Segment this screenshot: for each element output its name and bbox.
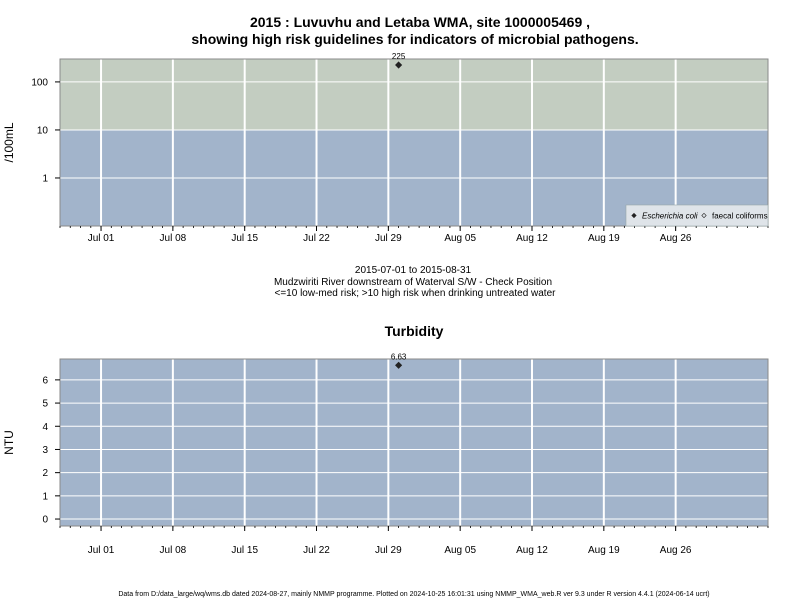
y-tick-label-5: 5 <box>42 399 48 410</box>
y-axis-label: /100mL <box>2 122 16 162</box>
y-tick-label-2: 2 <box>42 468 48 479</box>
legend-label-1: faecal coliforms <box>712 212 768 221</box>
x-tick-label-3: Jul 22 <box>303 545 330 556</box>
chart1-title-line2: showing high risk guidelines for indicat… <box>191 31 638 47</box>
plot-frame <box>59 58 769 227</box>
chart1-title-line1: 2015 : Luvuvhu and Letaba WMA, site 1000… <box>250 14 590 30</box>
y-tick-label-0: 0 <box>42 515 48 526</box>
x-tick-label-0: Jul 01 <box>88 545 115 556</box>
y-tick-label-6: 6 <box>42 375 48 386</box>
x-tick-label-5: Aug 05 <box>444 545 476 556</box>
y-axis-label: NTU <box>2 430 16 455</box>
x-tick-label-7: Aug 19 <box>588 545 620 556</box>
y-tick-label-1: 1 <box>42 491 48 502</box>
y-tick-label-3: 3 <box>42 445 48 456</box>
data-point-0-0 <box>395 61 403 69</box>
x-tick-label-7: Aug 19 <box>588 233 620 244</box>
data-label-0-0: 225 <box>392 52 406 61</box>
data-point-0-0 <box>395 361 403 369</box>
footer-note: Data from D:/data_large/wq/wms.db dated … <box>118 591 709 598</box>
x-tick-label-1: Jul 08 <box>160 233 187 244</box>
microbial-plot: Jul 01 Jul 08 Jul 15 Jul 22 Jul 29 Aug 05 Aug … <box>2 52 769 244</box>
plot-background <box>60 359 768 526</box>
legend-marker-0 <box>631 212 637 219</box>
x-tick-label-1: Jul 08 <box>160 545 187 556</box>
y-tick-label-2: 100 <box>31 77 48 88</box>
date-range: 2015-07-01 to 2015-08-31 <box>355 265 472 276</box>
x-tick-label-2: Jul 15 <box>231 545 258 556</box>
plot-frame <box>59 358 769 527</box>
x-tick-label-4: Jul 29 <box>375 545 402 556</box>
turbidity-plot: Jul 01 Jul 08 Jul 15 Jul 22 Jul 29 Aug 05 Aug … <box>2 352 769 556</box>
y-tick-label-4: 4 <box>42 422 48 433</box>
x-tick-label-4: Jul 29 <box>375 233 402 244</box>
chart2-title: Turbidity <box>385 323 444 339</box>
y-tick-label-0: 1 <box>42 173 48 184</box>
risk-guideline-note: <=10 low-med risk; >10 high risk when dr… <box>275 288 557 299</box>
legend-box <box>625 204 769 227</box>
x-tick-label-0: Jul 01 <box>88 233 115 244</box>
site-description: Mudzwiriti River downstream of Waterval … <box>274 277 552 288</box>
x-tick-label-5: Aug 05 <box>444 233 476 244</box>
x-tick-label-6: Aug 12 <box>516 233 548 244</box>
y-tick-label-1: 10 <box>37 125 49 136</box>
risk-band-1 <box>60 59 768 130</box>
x-tick-label-3: Jul 22 <box>303 233 330 244</box>
data-label-0-0: 6.63 <box>391 352 407 361</box>
x-tick-label-8: Aug 26 <box>660 545 692 556</box>
legend-label-0: Escherichia coli <box>642 212 698 221</box>
x-tick-label-2: Jul 15 <box>231 233 258 244</box>
x-tick-label-8: Aug 26 <box>660 233 692 244</box>
x-tick-label-6: Aug 12 <box>516 545 548 556</box>
legend-marker-1 <box>701 212 707 219</box>
